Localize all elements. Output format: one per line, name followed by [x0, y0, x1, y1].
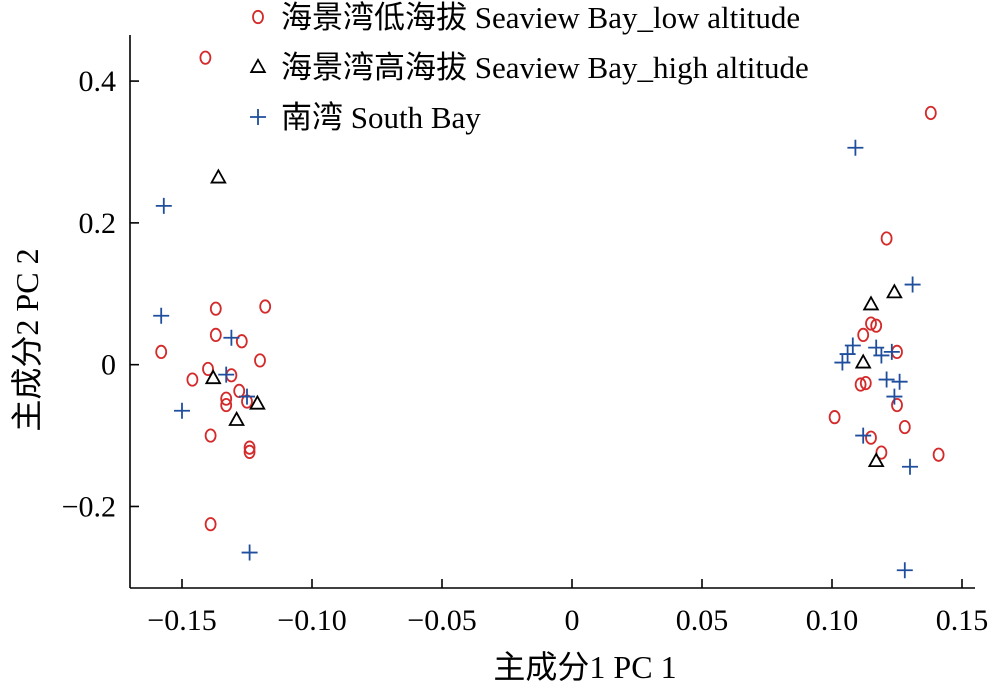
triangle-point	[867, 452, 885, 468]
legend-label: 南湾 South Bay	[281, 100, 481, 135]
plus-point	[239, 388, 255, 405]
y-tick-label: 0.2	[79, 207, 117, 240]
circle-point	[209, 327, 222, 342]
triangle-point	[228, 410, 245, 426]
x-tick-label: 0	[565, 604, 580, 637]
circle-point	[254, 353, 266, 368]
triangle-point	[249, 394, 266, 410]
circle-point	[220, 391, 233, 406]
plus-point	[241, 544, 258, 561]
triangle-point	[862, 295, 880, 311]
plus-point	[155, 197, 172, 214]
x-tick-label: 0.05	[676, 604, 729, 637]
y-axis-title: 主成分2 PC 2	[9, 248, 45, 431]
legend-label: 海景湾低海拔 Seaview Bay_low altitude	[281, 0, 800, 35]
x-tick-label: −0.05	[407, 604, 476, 637]
legend-circle-marker	[252, 9, 264, 25]
circle-point	[155, 344, 168, 360]
circle-point	[857, 327, 870, 342]
x-tick-label: −0.15	[147, 604, 216, 637]
plus-point	[834, 354, 851, 371]
circle-point	[259, 299, 272, 314]
circle-point	[898, 419, 911, 435]
x-tick-label: 0.15	[936, 604, 989, 637]
circle-point	[932, 447, 945, 462]
y-tick-label: 0.4	[79, 65, 117, 98]
circle-point	[865, 430, 877, 445]
circle-point	[220, 397, 233, 413]
x-axis-title: 主成分1 PC 1	[493, 649, 676, 685]
plus-point	[878, 371, 895, 388]
circle-point	[828, 410, 841, 425]
plus-point	[839, 346, 856, 363]
circle-point	[859, 376, 872, 391]
plus-point	[873, 347, 890, 364]
axes	[129, 35, 975, 589]
legend-triangle-marker	[249, 57, 267, 73]
plus-point	[896, 562, 913, 579]
plus-point	[847, 139, 864, 156]
plus-point	[218, 366, 235, 383]
circle-point	[235, 334, 248, 349]
triangle-point	[210, 168, 227, 184]
circle-point	[233, 383, 246, 399]
legend: 海景湾低海拔 Seaview Bay_low altitude 海景湾高海拔 Se…	[249, 0, 809, 135]
circle-point	[209, 301, 222, 316]
circle-point	[854, 377, 867, 392]
circle-point	[186, 372, 199, 387]
circle-point	[202, 361, 214, 377]
axis-ticks: −0.15 −0.10 −0.05 0 0.05 0.10 0.15 −0.2 0 0.2 0.4	[62, 65, 989, 637]
plus-point	[891, 373, 908, 390]
legend-plus-marker	[250, 109, 266, 125]
x-tick-label: 0.10	[806, 604, 859, 637]
circle-point	[865, 316, 877, 331]
plus-point	[855, 427, 872, 444]
circle-point	[204, 428, 217, 443]
triangle-point	[854, 353, 872, 369]
circle-point	[204, 517, 217, 532]
plus-point	[844, 337, 861, 354]
x-tick-label: −0.10	[277, 604, 346, 637]
triangle-point	[886, 283, 903, 299]
circle-point	[243, 440, 256, 455]
plus-point	[886, 388, 903, 405]
plus-point	[223, 329, 240, 346]
triangle-point	[204, 369, 222, 385]
legend-label: 海景湾高海拔 Seaview Bay_high altitude	[281, 50, 809, 85]
y-tick-label: −0.2	[62, 490, 116, 523]
circle-point	[870, 318, 883, 333]
circle-point	[880, 231, 893, 246]
plus-point	[174, 402, 190, 419]
y-tick-label: 0	[101, 349, 116, 382]
circle-point	[243, 444, 256, 459]
circle-point	[924, 105, 937, 121]
plus-point	[883, 343, 900, 360]
circle-point	[199, 50, 212, 65]
plus-point	[902, 458, 918, 475]
data-points	[153, 50, 945, 579]
circle-point	[891, 397, 903, 413]
plus-point	[153, 307, 170, 324]
plus-point	[904, 276, 921, 293]
